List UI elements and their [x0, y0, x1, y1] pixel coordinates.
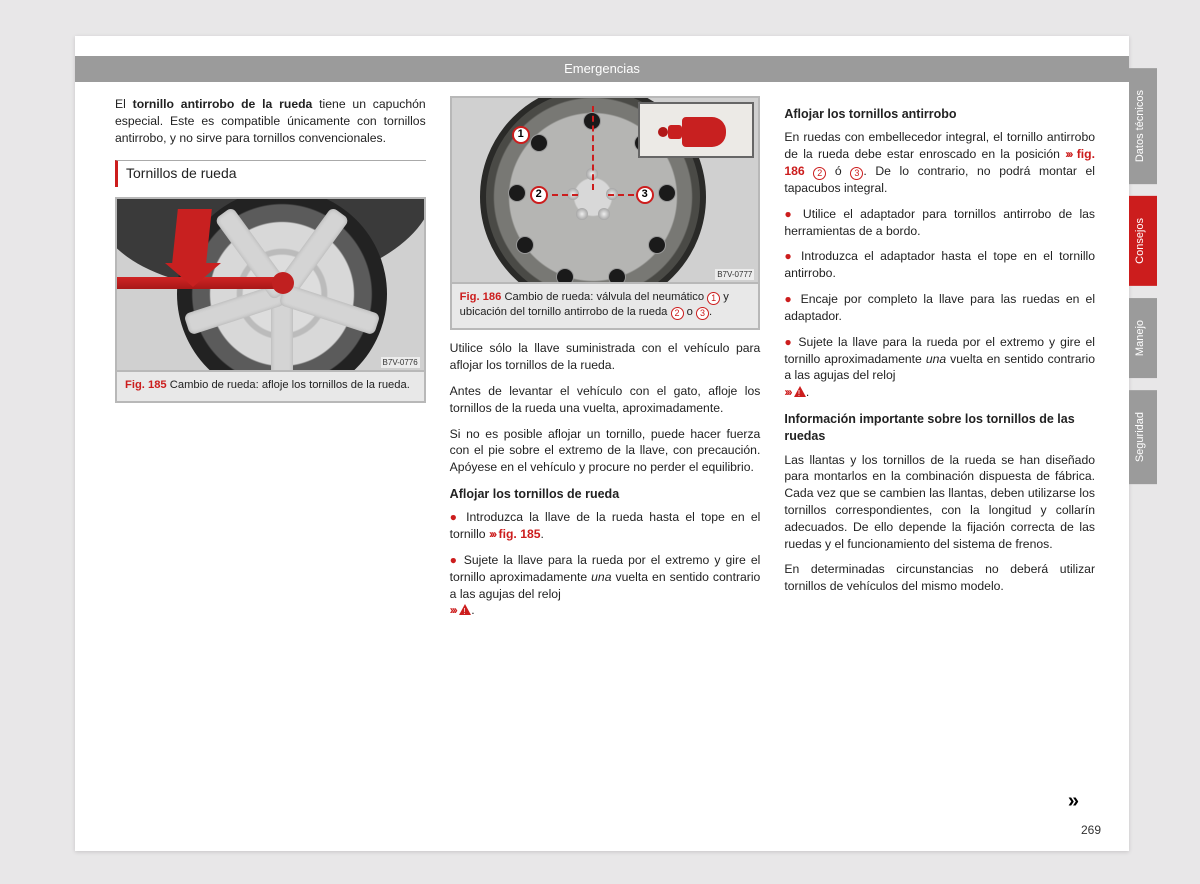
page-number: 269: [1081, 823, 1101, 837]
spoke: [279, 283, 381, 335]
fig-label: Fig. 185: [125, 379, 167, 391]
column-2: 1 2 3 B7V-0777 Fig. 186 Cambio de rueda:…: [450, 96, 761, 628]
text: Cambio de rueda: válvula del neumático: [501, 291, 707, 303]
lug-hole: [556, 268, 574, 284]
image-ref: B7V-0776: [381, 357, 420, 368]
text: ó: [826, 164, 850, 178]
dashed-line: [552, 194, 578, 196]
paragraph: Si no es posible aflojar un tornillo, pu…: [450, 426, 761, 476]
text: En ruedas con embellecedor integral, el …: [784, 130, 1095, 161]
image-ref: B7V-0777: [715, 269, 754, 280]
warning-icon: [459, 604, 471, 615]
subheading: Aflojar los tornillos antirrobo: [784, 106, 1095, 123]
callout-ref-2: 2: [671, 307, 684, 320]
paragraph: En determinadas circunstancias no deberá…: [784, 561, 1095, 595]
callout-ref-2: 2: [813, 167, 826, 180]
lug-hole: [658, 184, 676, 202]
bullet-item: ● Sujete la llave para la rueda por el e…: [784, 334, 1095, 401]
callout-1: 1: [512, 126, 530, 144]
arrow-icon: [175, 209, 221, 287]
text: El: [115, 97, 133, 111]
side-tabs: Datos técnicos Consejos Manejo Seguridad: [1129, 68, 1157, 484]
text: .: [541, 527, 544, 541]
paragraph: Las llantas y los tornillos de la rueda …: [784, 452, 1095, 553]
intro-paragraph: El tornillo antirrobo de la rueda tiene …: [115, 96, 426, 146]
text: Introduzca el adaptador hasta el tope en…: [784, 249, 1095, 280]
subheading: Aflojar los tornillos de rueda: [450, 486, 761, 503]
italic: una: [926, 352, 946, 366]
text: o: [684, 306, 696, 318]
section-heading: Tornillos de rueda: [115, 160, 426, 186]
bullet-item: ● Utilice el adaptador para tornillos an…: [784, 206, 1095, 240]
text: Encaje por completo la llave para las ru…: [784, 292, 1095, 323]
callout-2: 2: [530, 186, 548, 204]
subheading: Información importante sobre los tornill…: [784, 411, 1095, 446]
lug-hole: [608, 268, 626, 284]
tab-datos-tecnicos[interactable]: Datos técnicos: [1129, 68, 1157, 184]
bullet-item: ● Introduzca el adaptador hasta el tope …: [784, 248, 1095, 282]
paragraph: Utilice sólo la llave suministrada con e…: [450, 340, 761, 374]
callout-3: 3: [636, 186, 654, 204]
continue-icon: »: [1068, 790, 1079, 813]
lug-hole: [648, 236, 666, 254]
figure-186-caption: Fig. 186 Cambio de rueda: válvula del ne…: [450, 284, 761, 330]
italic: una: [591, 570, 611, 584]
content-columns: El tornillo antirrobo de la rueda tiene …: [115, 96, 1095, 628]
warning-icon: [794, 386, 806, 397]
text: .: [709, 306, 712, 318]
locknut-shape: [682, 117, 726, 147]
figure-185-caption: Fig. 185 Cambio de rueda: afloje los tor…: [115, 372, 426, 403]
lug-hole: [530, 134, 548, 152]
tab-seguridad[interactable]: Seguridad: [1129, 390, 1157, 484]
text: Utilice el adaptador para tornillos anti…: [784, 207, 1095, 238]
figure-186-image: 1 2 3 B7V-0777: [450, 96, 761, 284]
fig-ref: fig. 185: [489, 527, 541, 541]
bullet-item: ● Sujete la llave para la rueda por el e…: [450, 552, 761, 619]
callout-ref-1: 1: [707, 292, 720, 305]
tab-manejo[interactable]: Manejo: [1129, 298, 1157, 378]
callout-ref-3: 3: [850, 167, 863, 180]
lug-hole: [508, 184, 526, 202]
wheel-bolt: [576, 208, 588, 220]
wrench-socket: [272, 272, 294, 294]
dashed-line: [608, 194, 634, 196]
lug-hole: [516, 236, 534, 254]
bullet-item: ● Introduzca la llave de la rueda hasta …: [450, 509, 761, 543]
page-header: Emergencias: [75, 56, 1129, 82]
fig-text: Cambio de rueda: afloje los tornillos de…: [167, 379, 410, 391]
tab-consejos[interactable]: Consejos: [1129, 196, 1157, 286]
wheel-bolt: [598, 208, 610, 220]
paragraph: En ruedas con embellecedor integral, el …: [784, 129, 1095, 196]
bullet-item: ● Encaje por completo la llave para las …: [784, 291, 1095, 325]
dashed-line: [592, 106, 594, 190]
paragraph: Antes de levantar el vehículo con el gat…: [450, 383, 761, 417]
manual-page: Emergencias El tornillo antirrobo de la …: [75, 36, 1129, 851]
inset-box: [638, 102, 754, 158]
figure-185-image: B7V-0776: [115, 197, 426, 372]
text-bold: tornillo antirrobo de la rueda: [133, 97, 313, 111]
column-3: Aflojar los tornillos antirrobo En rueda…: [784, 96, 1095, 628]
column-1: El tornillo antirrobo de la rueda tiene …: [115, 96, 426, 628]
callout-ref-3: 3: [696, 307, 709, 320]
fig-label: Fig. 186: [460, 291, 502, 303]
